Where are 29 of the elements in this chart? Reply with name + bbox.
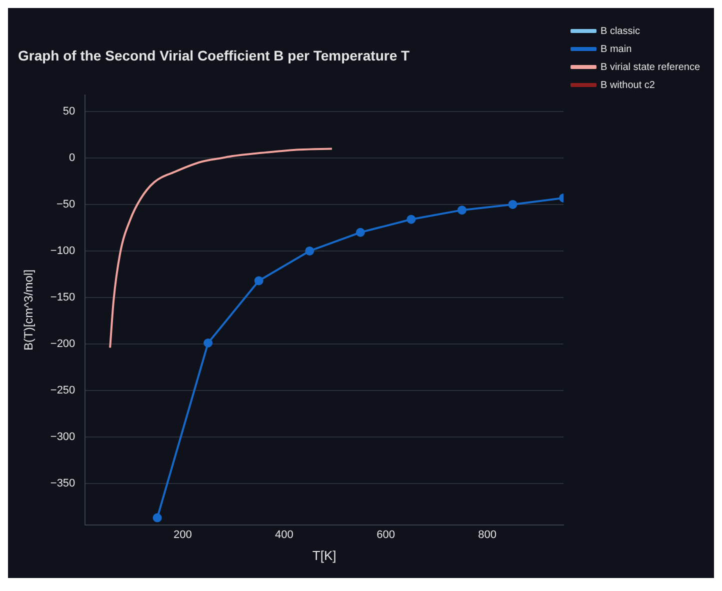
point (305, 246, 314, 256)
y-tick-label: 0 (69, 152, 76, 164)
y-tick-label: −100 (50, 245, 76, 257)
chart-title: Graph of the Second Virial Coefficient B per Temperature T (18, 47, 410, 64)
legend-label: B main (600, 44, 632, 55)
x-tick-label: 400 (275, 528, 294, 541)
legend-label: B virial state reference (600, 62, 700, 73)
point (406, 214, 416, 224)
x-tick-label: 200 (173, 528, 192, 541)
point (254, 276, 264, 286)
y-tick-label: −300 (50, 430, 76, 443)
point (152, 513, 162, 522)
y-tick-label: −250 (50, 384, 76, 396)
point (508, 200, 518, 209)
x-tick-label: 600 (376, 528, 395, 541)
y-tick-label: 50 (62, 106, 76, 118)
x-tick-label: 800 (478, 528, 497, 541)
y-axis-title: B(T)[cm^3/mol] (22, 270, 36, 350)
point (204, 338, 213, 348)
x-axis-title: T[K] (312, 548, 336, 563)
point (356, 228, 365, 237)
line-series (109, 148, 333, 349)
point (457, 206, 466, 215)
y-tick-label: −50 (56, 198, 76, 211)
y-tick-label: −350 (50, 477, 76, 490)
legend-label: B classic (600, 26, 640, 37)
y-tick-label: −200 (50, 338, 76, 350)
legend-label: B without c2 (600, 80, 656, 91)
y-tick-label: −150 (50, 291, 76, 304)
